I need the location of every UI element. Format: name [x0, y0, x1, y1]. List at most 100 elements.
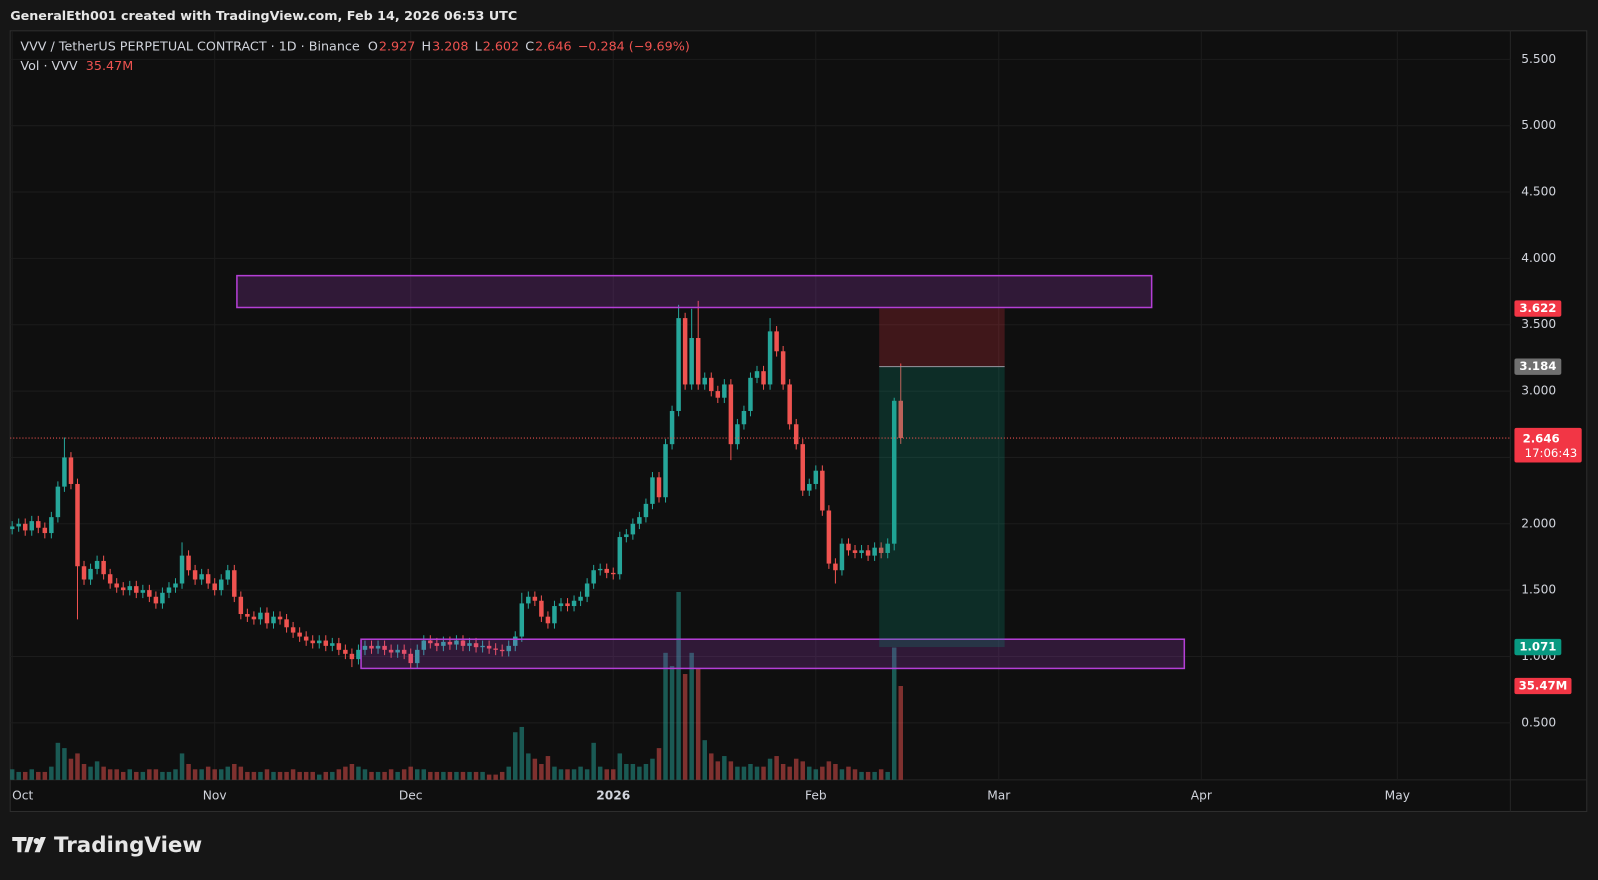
candle-body [780, 351, 786, 385]
header: GeneralEth001 created with TradingView.c… [10, 9, 517, 24]
volume-badge: 35.47M [1519, 678, 1568, 692]
logo-icon [34, 836, 46, 853]
volume-bar [68, 758, 74, 780]
candle-body [428, 640, 433, 644]
volume-bar [160, 771, 165, 780]
candle-body [545, 616, 551, 624]
candle-body [689, 338, 694, 385]
candle-body [486, 645, 492, 649]
volume-bar [689, 652, 694, 780]
volume-bar [637, 766, 642, 780]
volume-bar [140, 771, 146, 780]
volume-bar [88, 766, 93, 780]
candle-body [212, 583, 217, 591]
volume-bar [741, 766, 747, 780]
volume-bar [669, 666, 675, 780]
volume-title: Vol · VVV [20, 59, 78, 74]
volume-bar [506, 766, 511, 780]
volume-bar [839, 769, 845, 780]
volume-bar [552, 766, 557, 780]
volume-bar [153, 769, 159, 780]
volume-bar [813, 769, 819, 780]
stop-badge: 3.622 [1519, 301, 1556, 315]
volume-bar [800, 761, 805, 780]
candle-body [885, 543, 890, 553]
volume-bar [395, 771, 400, 780]
candle-body [388, 649, 394, 653]
candle-body [297, 632, 302, 637]
y-tick-label: 3.000 [1521, 384, 1556, 398]
candle-body [682, 318, 688, 385]
candle-body [676, 318, 681, 411]
candle-body [539, 600, 544, 617]
volume-bar [415, 769, 420, 780]
y-tick-label: 1.500 [1521, 583, 1556, 597]
candle-body [356, 649, 361, 660]
candle-body [813, 470, 819, 484]
volume-bar [16, 771, 21, 780]
last-price-badge: 2.646 [1523, 432, 1560, 446]
y-tick-label: 4.500 [1521, 185, 1556, 199]
candle-body [820, 470, 825, 511]
candle-body [898, 400, 903, 439]
volume-bar [258, 771, 263, 780]
candle-body [807, 483, 812, 491]
volume-bar [539, 763, 544, 780]
candle-body [650, 477, 655, 504]
volume-bar [767, 758, 773, 780]
candle-body [741, 410, 747, 425]
volume-bar [441, 771, 446, 780]
volume-bar [49, 766, 54, 780]
volume-bar [565, 769, 570, 780]
x-tick-label: Feb [805, 789, 827, 803]
volume-bar [29, 769, 34, 780]
candle-body [480, 645, 485, 648]
ohlc-letter: L [475, 40, 483, 55]
y-tick-label: 2.000 [1521, 516, 1556, 530]
volume-bar [532, 758, 538, 780]
candle-body [323, 640, 329, 646]
volume-bar [447, 771, 453, 780]
candle-body [878, 547, 884, 553]
candle-body [748, 377, 753, 411]
volume-bar [852, 769, 858, 780]
candle-body [552, 606, 557, 624]
chart-frame [9, 30, 1588, 812]
volume-bar [264, 769, 270, 780]
candle-body [382, 645, 387, 650]
volume-bar [388, 769, 394, 780]
volume-bar [499, 771, 505, 780]
volume-bar [872, 771, 877, 780]
volume-bar [519, 726, 525, 780]
candle-body [891, 400, 897, 544]
volume-bar [656, 748, 662, 780]
volume-bar [611, 769, 616, 780]
volume-bar [820, 766, 825, 780]
entry-badge-bg [1514, 358, 1562, 375]
volume-bar [225, 766, 231, 780]
candle-body [578, 596, 583, 601]
volume-bar [192, 769, 198, 780]
volume-bar [199, 769, 204, 780]
candle-body [421, 640, 427, 650]
candle-body [225, 570, 231, 580]
candle-body [774, 331, 779, 352]
volume-bar [238, 766, 244, 780]
volume-bar [408, 766, 413, 780]
candle-body [75, 483, 80, 567]
candle-body [447, 641, 453, 645]
candle-body [232, 570, 237, 597]
candle-body [134, 586, 139, 593]
volume-bar [343, 766, 348, 780]
volume-bar [454, 771, 459, 780]
volume-bar [186, 763, 191, 780]
candle-body [695, 338, 701, 385]
volume-bar [891, 647, 897, 780]
candle-body [565, 603, 570, 607]
volume-bar [251, 771, 257, 780]
y-tick-label: 5.500 [1521, 52, 1556, 66]
volume-bar [271, 771, 276, 780]
x-tick-label: Dec [399, 789, 423, 803]
volume-bar [715, 761, 721, 780]
